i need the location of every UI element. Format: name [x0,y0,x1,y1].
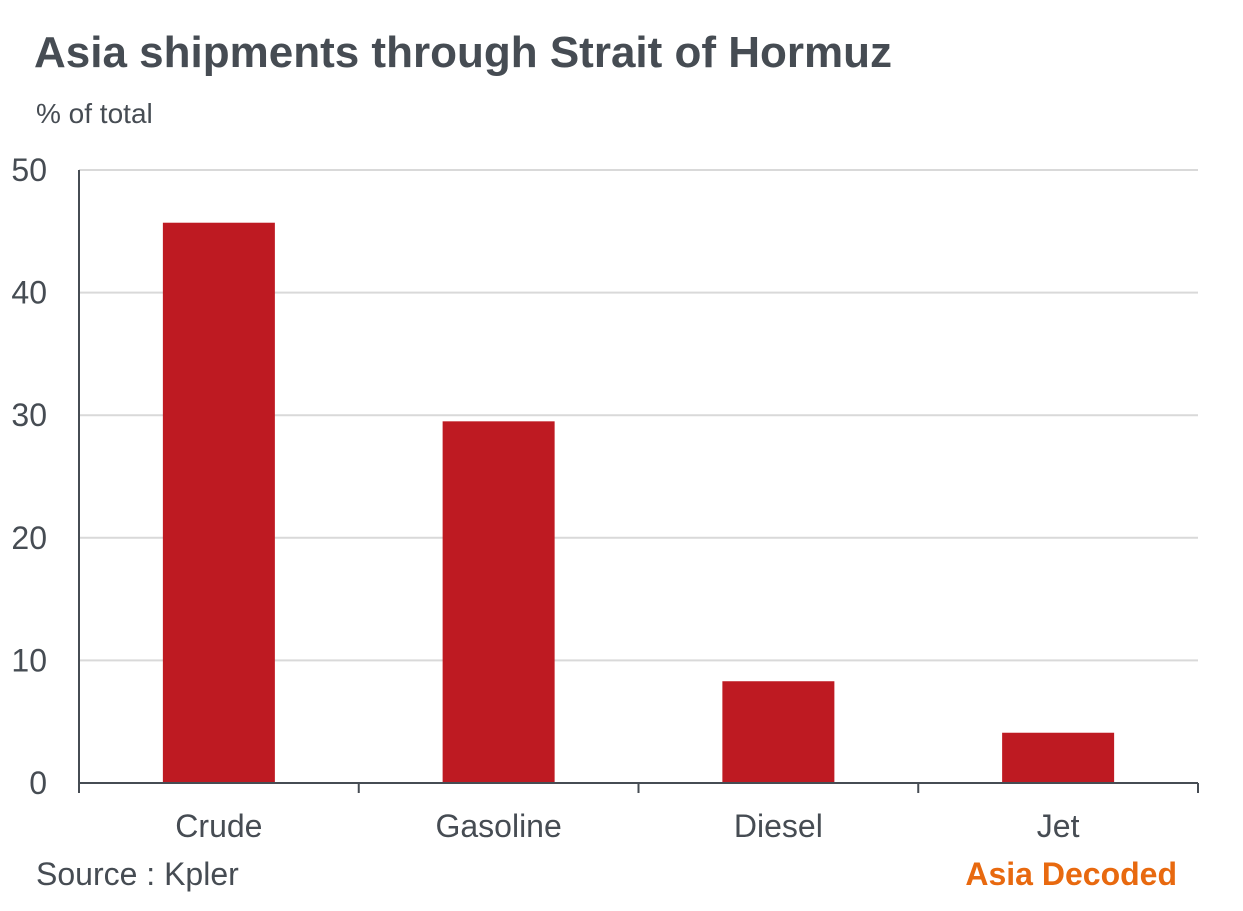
source-note: Source : Kpler [36,856,239,892]
bar-chart: 0 10 20 30 40 50 Crude Gasoline Diesel Jet [11,152,1199,844]
bar-crude [162,222,275,783]
bar-jet [1002,732,1115,783]
y-tick-label: 50 [11,152,47,188]
y-tick-label: 10 [11,642,47,678]
y-tick-label: 40 [11,275,47,311]
x-tick-label: Gasoline [435,808,561,844]
x-tick-label: Jet [1037,808,1080,844]
y-tick-label: 0 [29,765,47,801]
y-tick-label: 30 [11,397,47,433]
bar-diesel [722,681,835,783]
x-tick-label: Crude [175,808,262,844]
chart-title: Asia shipments through Strait of Hormuz [34,28,893,77]
brand-label: Asia Decoded [965,856,1177,892]
x-tick-label: Diesel [734,808,823,844]
chart-subtitle: % of total [36,98,153,129]
y-tick-label: 20 [11,520,47,556]
bar-gasoline [442,421,555,783]
